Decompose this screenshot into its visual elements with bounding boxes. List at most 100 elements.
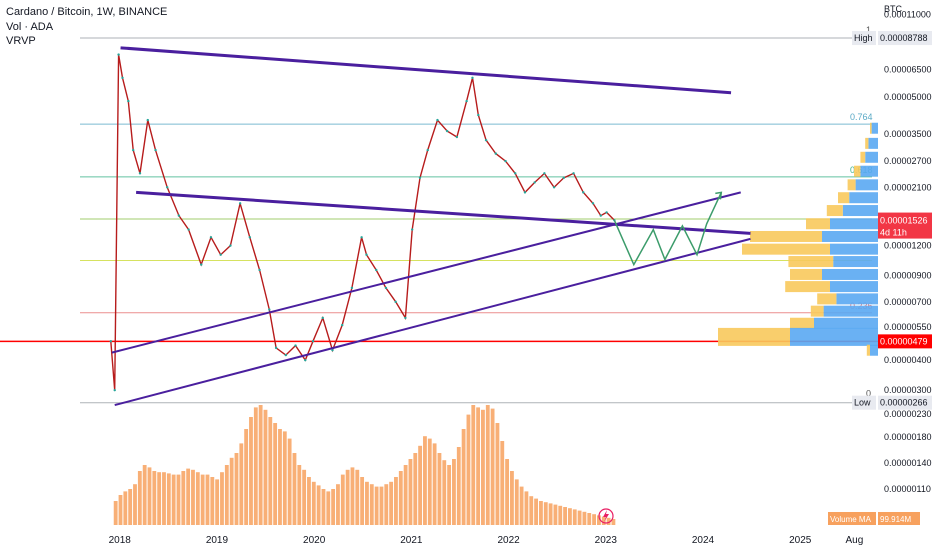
vrvp-up-bar xyxy=(814,317,878,329)
volume-bar xyxy=(331,489,336,525)
volume-ma-label: Volume MA xyxy=(830,515,872,524)
volume-bar xyxy=(340,474,345,525)
volume-bar xyxy=(263,409,268,525)
price-point xyxy=(117,53,120,56)
vrvp-down-bar xyxy=(817,293,837,305)
volume-bar xyxy=(582,511,587,525)
vrvp-down-bar xyxy=(718,327,790,346)
price-point xyxy=(477,113,480,117)
low-price-tag: Low xyxy=(854,398,871,408)
volume-bar xyxy=(268,417,273,525)
symbol-title[interactable]: Cardano / Bitcoin, 1W, BINANCE xyxy=(6,6,168,18)
vrvp-up-bar xyxy=(822,268,878,280)
price-point xyxy=(200,263,203,266)
current-price-box xyxy=(878,212,932,239)
vrvp-up-bar xyxy=(823,305,878,317)
y-tick-label-lower: 0.00000140 xyxy=(884,458,932,468)
x-tick-label: 2024 xyxy=(692,535,715,546)
volume-bar xyxy=(249,417,253,525)
y-tick-label: 0.00000400 xyxy=(884,355,932,365)
volume-bar xyxy=(461,429,466,525)
y-tick-label: 0.00000300 xyxy=(884,385,932,395)
volume-bar xyxy=(128,489,133,525)
price-point xyxy=(394,300,397,304)
y-tick-label: 0.00000900 xyxy=(884,271,932,281)
price-point xyxy=(166,186,169,189)
y-tick-label: 0.00002700 xyxy=(884,156,932,166)
price-point xyxy=(258,268,261,272)
volume-bar xyxy=(302,469,307,525)
price-point xyxy=(127,99,130,103)
vrvp-indicator-label[interactable]: VRVP xyxy=(6,35,36,47)
price-point xyxy=(274,346,278,350)
volume-bar xyxy=(597,515,601,525)
vrvp-down-bar xyxy=(810,305,824,317)
price-point xyxy=(209,236,213,239)
volume-bar xyxy=(519,486,524,525)
volume-bar xyxy=(481,409,485,525)
volume-bar xyxy=(181,471,186,525)
volume-bar xyxy=(215,479,220,525)
volume-bar xyxy=(234,453,239,525)
vrvp-down-bar xyxy=(870,122,872,134)
volume-bar xyxy=(369,484,374,525)
price-point xyxy=(599,214,602,217)
volume-bar xyxy=(186,468,191,525)
y-tick-label-lower: 0.00000230 xyxy=(884,409,932,419)
fib-label-0-764: 0.764 xyxy=(850,112,873,122)
price-point xyxy=(494,152,497,155)
volume-bar xyxy=(568,508,572,525)
price-point xyxy=(304,358,307,362)
volume-indicator-label[interactable]: Vol · ADA xyxy=(6,21,54,33)
price-point xyxy=(465,99,468,103)
volume-bar xyxy=(572,509,577,525)
vrvp-up-bar xyxy=(830,281,878,293)
price-point xyxy=(410,228,414,231)
price-point xyxy=(572,172,575,175)
low-price-value: 0.00000266 xyxy=(880,398,928,408)
volume-bar xyxy=(273,423,278,525)
volume-bar xyxy=(278,429,282,525)
volume-bar xyxy=(456,447,461,525)
high-price-box xyxy=(878,31,932,46)
vrvp-up-bar xyxy=(830,218,878,230)
vrvp-up-bar xyxy=(790,327,878,346)
volume-bar xyxy=(374,486,379,525)
vrvp-up-bar xyxy=(870,344,878,356)
volume-bar xyxy=(287,438,292,525)
vrvp-up-bar xyxy=(865,151,878,163)
volume-bar xyxy=(152,471,157,525)
trendline-rising-support-2 xyxy=(114,237,751,407)
vrvp-up-bar xyxy=(833,256,878,268)
volume-bar xyxy=(524,491,529,525)
y-tick-label: 0.00000700 xyxy=(884,297,932,307)
volume-bar xyxy=(123,491,128,525)
projection-arrowhead xyxy=(715,191,723,200)
x-tick-label: 2021 xyxy=(400,535,423,546)
current-price-value: 0.00001526 xyxy=(880,216,928,226)
fib-label-0: 0 xyxy=(866,389,871,399)
price-point xyxy=(582,191,585,194)
volume-bar xyxy=(292,453,297,525)
volume-bar xyxy=(147,467,152,525)
price-point xyxy=(533,181,536,184)
volume-bar xyxy=(133,484,137,525)
volume-bar xyxy=(394,477,398,525)
y-tick-label: 0.00001200 xyxy=(884,241,932,251)
vrvp-up-bar xyxy=(849,192,878,204)
vrvp-up-bar xyxy=(836,293,878,305)
y-tick-label: 0.00011000 xyxy=(884,10,931,20)
volume-bar xyxy=(398,471,403,525)
price-point xyxy=(138,172,142,175)
price-point xyxy=(219,253,222,256)
volume-bar xyxy=(316,485,321,525)
volume-bar xyxy=(113,501,118,525)
vrvp-down-bar xyxy=(826,205,843,217)
price-point xyxy=(445,129,449,133)
current-price-countdown: 4d 11h xyxy=(880,228,907,238)
price-point xyxy=(471,76,474,80)
volume-bar xyxy=(606,517,611,525)
price-point xyxy=(375,268,378,272)
volume-bar xyxy=(514,479,519,525)
